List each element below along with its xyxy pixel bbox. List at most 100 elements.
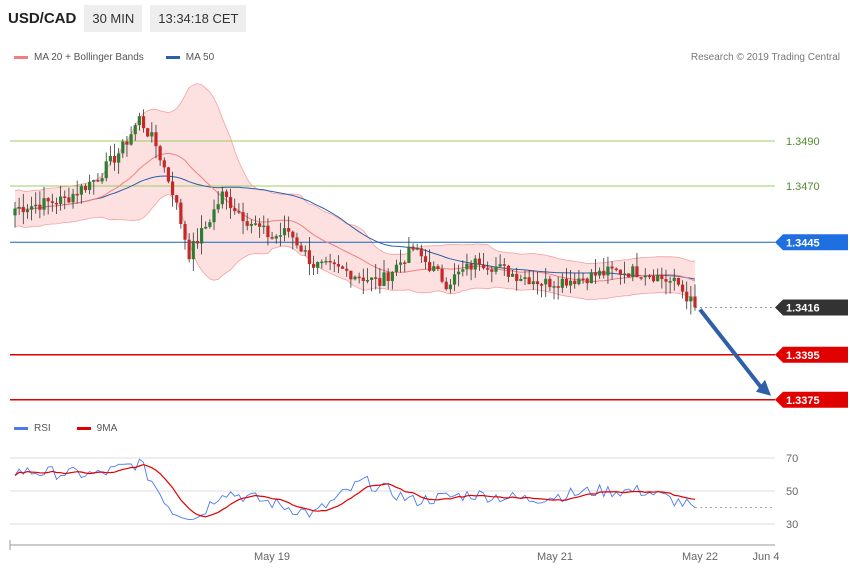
candle (141, 116, 146, 129)
candle (444, 281, 448, 290)
rsi-tick-label: 50 (786, 486, 798, 498)
candle (399, 262, 403, 265)
candle (411, 246, 415, 250)
candle (17, 206, 21, 209)
candle (349, 270, 353, 280)
candle (179, 202, 183, 225)
candle (299, 245, 303, 252)
ma20-swatch (14, 56, 28, 59)
candle (365, 279, 370, 282)
candle (685, 291, 689, 302)
candle (307, 250, 311, 265)
candle (158, 146, 162, 161)
ma50-line (14, 175, 696, 280)
candle (324, 260, 328, 263)
candle (287, 228, 291, 232)
candle (195, 240, 200, 244)
ma20-legend-label: MA 20 + Bollinger Bands (34, 52, 144, 63)
bollinger-upper-line (14, 83, 696, 265)
candle (672, 277, 676, 282)
candle (494, 266, 498, 272)
bollinger-lower-line (14, 193, 696, 302)
candle (79, 185, 83, 195)
candle (598, 270, 602, 276)
candle (336, 264, 341, 267)
rsi-swatch (14, 427, 28, 430)
candle (316, 261, 320, 268)
candle (291, 231, 295, 238)
forecast-arrow-shaft (698, 308, 765, 391)
candle (96, 179, 100, 182)
candle (535, 281, 540, 285)
time-label: 13:34:18 CET (150, 4, 247, 32)
candle (175, 195, 179, 203)
candle (403, 262, 407, 264)
candles (13, 109, 697, 315)
candle (378, 278, 382, 286)
level-tag-2 (775, 234, 848, 251)
candle (610, 266, 614, 269)
timeframe-label[interactable]: 30 MIN (84, 4, 143, 32)
bollinger-band (15, 83, 695, 302)
candle (216, 204, 220, 210)
candle (589, 272, 593, 284)
candle (233, 208, 237, 212)
ma9-swatch (76, 427, 91, 430)
candle (689, 296, 693, 302)
rsi-tick-label: 30 (786, 519, 798, 531)
candle (13, 208, 17, 216)
candle (473, 258, 477, 270)
candle (635, 266, 639, 278)
candle (212, 209, 216, 223)
x-tick-label: May 19 (254, 551, 290, 563)
candle (602, 270, 606, 276)
candle (332, 262, 336, 265)
candle (627, 273, 631, 278)
candle (415, 248, 419, 250)
level-label-5: 1.3375 (786, 395, 820, 407)
candle (129, 134, 133, 145)
level-label-2: 1.3445 (786, 237, 820, 249)
forecast-arrow-head (756, 379, 771, 396)
candle (477, 258, 481, 265)
candle (548, 278, 552, 288)
candle (150, 132, 154, 137)
candle (253, 223, 258, 225)
candle (162, 160, 166, 168)
candle (523, 277, 527, 279)
candle (311, 264, 316, 268)
candle (651, 275, 656, 282)
x-tick-label: May 22 (682, 551, 718, 563)
candle (224, 191, 229, 198)
candle (631, 266, 635, 278)
candle (593, 272, 598, 276)
candle (552, 286, 556, 288)
candle (440, 268, 444, 282)
candle (581, 278, 585, 281)
x-tick-label: Jun 4 (753, 551, 780, 563)
candle (539, 284, 544, 286)
candle (266, 225, 270, 238)
candle (63, 196, 67, 198)
candle (166, 167, 171, 182)
candle (199, 228, 204, 244)
candle (46, 198, 50, 202)
candle (320, 261, 324, 264)
candle (278, 235, 282, 237)
candle (569, 280, 573, 286)
ma9-legend-label: 9MA (96, 423, 118, 434)
candle (29, 206, 34, 210)
candle (668, 281, 672, 283)
candle (258, 223, 262, 227)
candle (125, 141, 129, 145)
candle (457, 271, 461, 275)
candle (693, 296, 697, 308)
candle (21, 206, 25, 213)
candle (208, 222, 212, 227)
candle (680, 284, 685, 292)
candle (448, 284, 452, 290)
candle (490, 269, 494, 272)
candle (104, 161, 108, 179)
level-label-4: 1.3395 (786, 350, 820, 362)
